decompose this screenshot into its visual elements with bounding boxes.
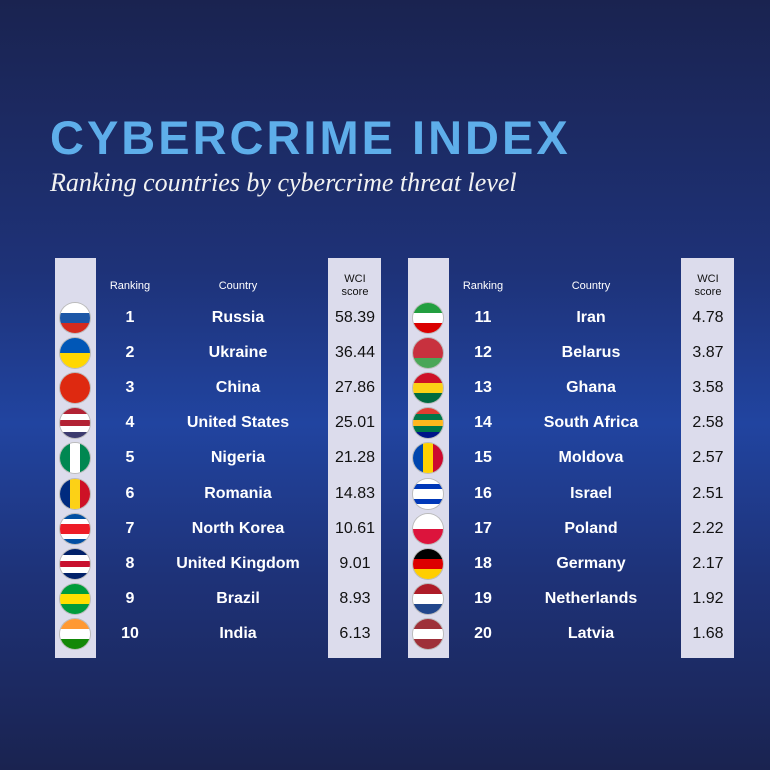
flag	[413, 618, 443, 649]
country: Brazil	[216, 589, 260, 607]
flag	[413, 408, 443, 439]
rank: 18	[474, 554, 492, 572]
flag	[60, 583, 90, 614]
score: 8.93	[339, 589, 371, 607]
rank: 14	[474, 414, 492, 432]
score-column	[328, 258, 381, 658]
subtitle: Ranking countries by cybercrime threat l…	[50, 168, 517, 197]
score: 27.86	[334, 379, 376, 397]
country: Ukraine	[208, 344, 268, 362]
rank: 8	[125, 554, 135, 572]
rank: 3	[125, 379, 135, 397]
country: China	[215, 379, 261, 397]
column-header: Ranking	[109, 280, 151, 292]
country: India	[219, 624, 257, 642]
flag	[413, 548, 443, 579]
rank: 6	[125, 484, 135, 502]
country: Belarus	[561, 344, 621, 362]
rank: 11	[474, 309, 492, 326]
score-column	[681, 258, 734, 658]
flag	[60, 303, 90, 333]
flag	[413, 443, 443, 474]
flag	[60, 478, 90, 509]
score: 25.01	[334, 414, 376, 432]
score: 2.58	[692, 414, 724, 432]
flag	[413, 303, 443, 333]
country: United Kingdom	[176, 554, 300, 572]
rank: 15	[474, 449, 492, 467]
score: 1.68	[692, 624, 724, 642]
country: Moldova	[558, 449, 624, 467]
country: Russia	[211, 309, 265, 326]
rank: 17	[474, 519, 492, 537]
rank: 4	[125, 414, 135, 432]
country: Iran	[576, 309, 606, 326]
country: United States	[186, 414, 290, 432]
column-header: Country	[218, 280, 258, 292]
flag	[413, 338, 443, 369]
score: 2.17	[692, 554, 724, 572]
score: 21.28	[334, 449, 376, 467]
rank: 5	[125, 449, 135, 467]
score: 2.57	[692, 449, 724, 467]
column-header: Country	[571, 280, 611, 292]
country: Romania	[204, 484, 272, 502]
column-header: Ranking	[462, 280, 504, 292]
column-header: WCI score	[694, 273, 722, 298]
rank: 9	[125, 589, 135, 607]
score: 36.44	[334, 344, 376, 362]
flag	[413, 373, 443, 404]
flag	[60, 618, 90, 649]
rank: 10	[121, 624, 139, 642]
title: CYBERCRIME INDEX	[50, 111, 571, 164]
rank: 20	[474, 624, 492, 642]
country: Nigeria	[210, 449, 266, 467]
country: North Korea	[191, 519, 285, 537]
score: 1.92	[692, 589, 724, 607]
rank: 1	[125, 309, 135, 326]
flag	[413, 478, 443, 509]
flag	[60, 338, 90, 369]
country: South Africa	[543, 414, 639, 432]
rank: 19	[474, 589, 492, 607]
country: Israel	[570, 484, 612, 502]
rank: 16	[474, 484, 492, 502]
rank: 13	[474, 379, 492, 397]
rank: 7	[125, 519, 135, 537]
score: 3.58	[692, 379, 724, 397]
country: Ghana	[566, 379, 616, 397]
flag	[60, 513, 90, 544]
score: 2.22	[692, 519, 724, 537]
flag	[60, 548, 90, 579]
rank: 12	[474, 344, 492, 362]
country: Latvia	[567, 624, 615, 642]
flag	[60, 408, 90, 439]
score: 14.83	[334, 484, 376, 502]
score: 58.39	[334, 309, 376, 326]
flag	[60, 443, 90, 474]
country: Germany	[556, 554, 626, 572]
score: 6.13	[339, 624, 371, 642]
flag	[60, 373, 90, 404]
column-header: WCI score	[341, 273, 369, 298]
score: 2.51	[692, 484, 724, 502]
score: 10.61	[334, 519, 376, 537]
rank: 2	[125, 344, 135, 362]
flag	[413, 583, 443, 614]
country: Poland	[564, 519, 618, 537]
score: 9.01	[339, 554, 371, 572]
flag	[413, 513, 443, 544]
country: Netherlands	[544, 589, 638, 607]
score: 3.87	[692, 344, 724, 362]
score: 4.78	[692, 309, 724, 326]
